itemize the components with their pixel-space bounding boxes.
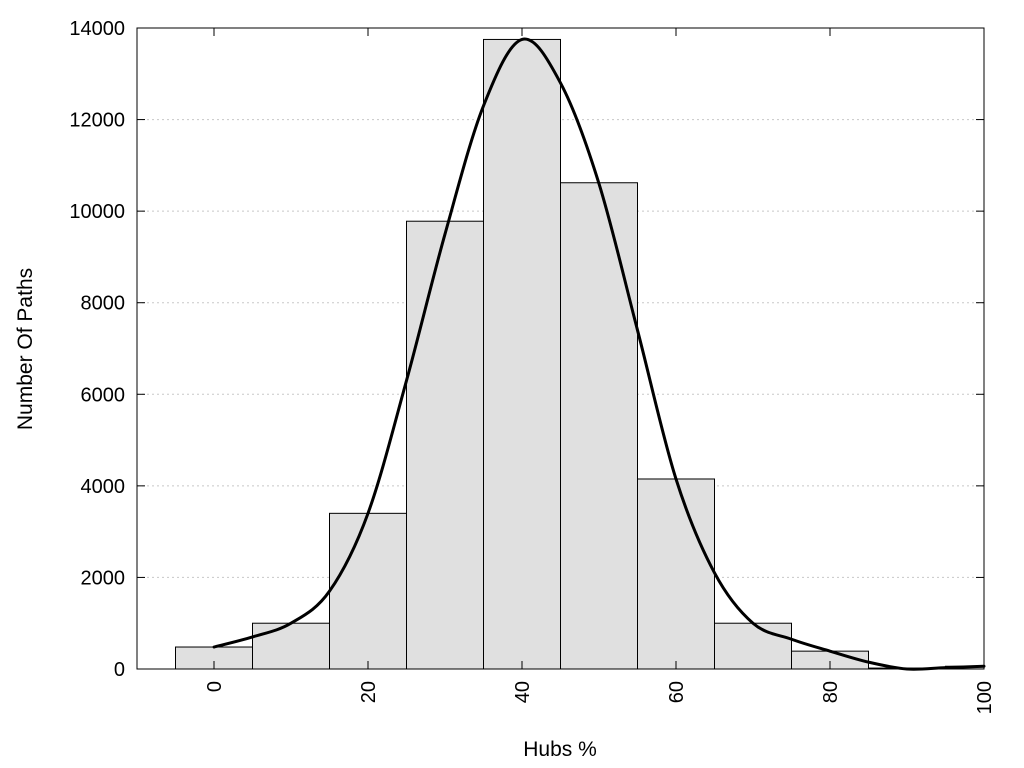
x-axis-label: Hubs % bbox=[523, 738, 597, 761]
axis-ticks bbox=[137, 27, 985, 670]
bar-10 bbox=[252, 622, 330, 670]
x-tick-label-20: 20 bbox=[358, 681, 380, 703]
x-tick-label-40: 40 bbox=[512, 681, 534, 703]
grid-lines bbox=[137, 119, 984, 578]
bar-60 bbox=[637, 478, 715, 670]
x-tick-labels: 0 20 40 60 80 100 bbox=[204, 681, 996, 714]
plot-frame bbox=[136, 27, 985, 670]
y-tick-label-10000: 10000 bbox=[69, 201, 125, 223]
density-curve bbox=[212, 37, 986, 671]
y-tick-label-8000: 8000 bbox=[81, 293, 126, 315]
x-tick-label-80: 80 bbox=[820, 681, 842, 703]
x-tick-label-0: 0 bbox=[204, 681, 226, 692]
x-tick-label-100: 100 bbox=[974, 681, 996, 714]
y-tick-label-2000: 2000 bbox=[81, 567, 126, 589]
y-tick-label-4000: 4000 bbox=[81, 476, 126, 498]
histogram-bars bbox=[175, 38, 985, 670]
y-tick-label-6000: 6000 bbox=[81, 384, 126, 406]
bar-30 bbox=[406, 220, 484, 670]
y-tick-label-14000: 14000 bbox=[69, 18, 125, 40]
y-tick-label-12000: 12000 bbox=[69, 110, 125, 132]
bar-20 bbox=[329, 512, 407, 670]
y-axis-label: Number Of Paths bbox=[14, 268, 37, 430]
y-tick-labels: 0 2000 4000 6000 8000 10000 12000 14000 bbox=[69, 18, 125, 681]
bar-70 bbox=[714, 622, 792, 670]
y-tick-label-0: 0 bbox=[114, 659, 125, 681]
bar-40 bbox=[483, 38, 561, 670]
bar-50 bbox=[560, 182, 638, 670]
x-tick-label-60: 60 bbox=[666, 681, 688, 703]
density-curve-layer bbox=[212, 37, 986, 671]
